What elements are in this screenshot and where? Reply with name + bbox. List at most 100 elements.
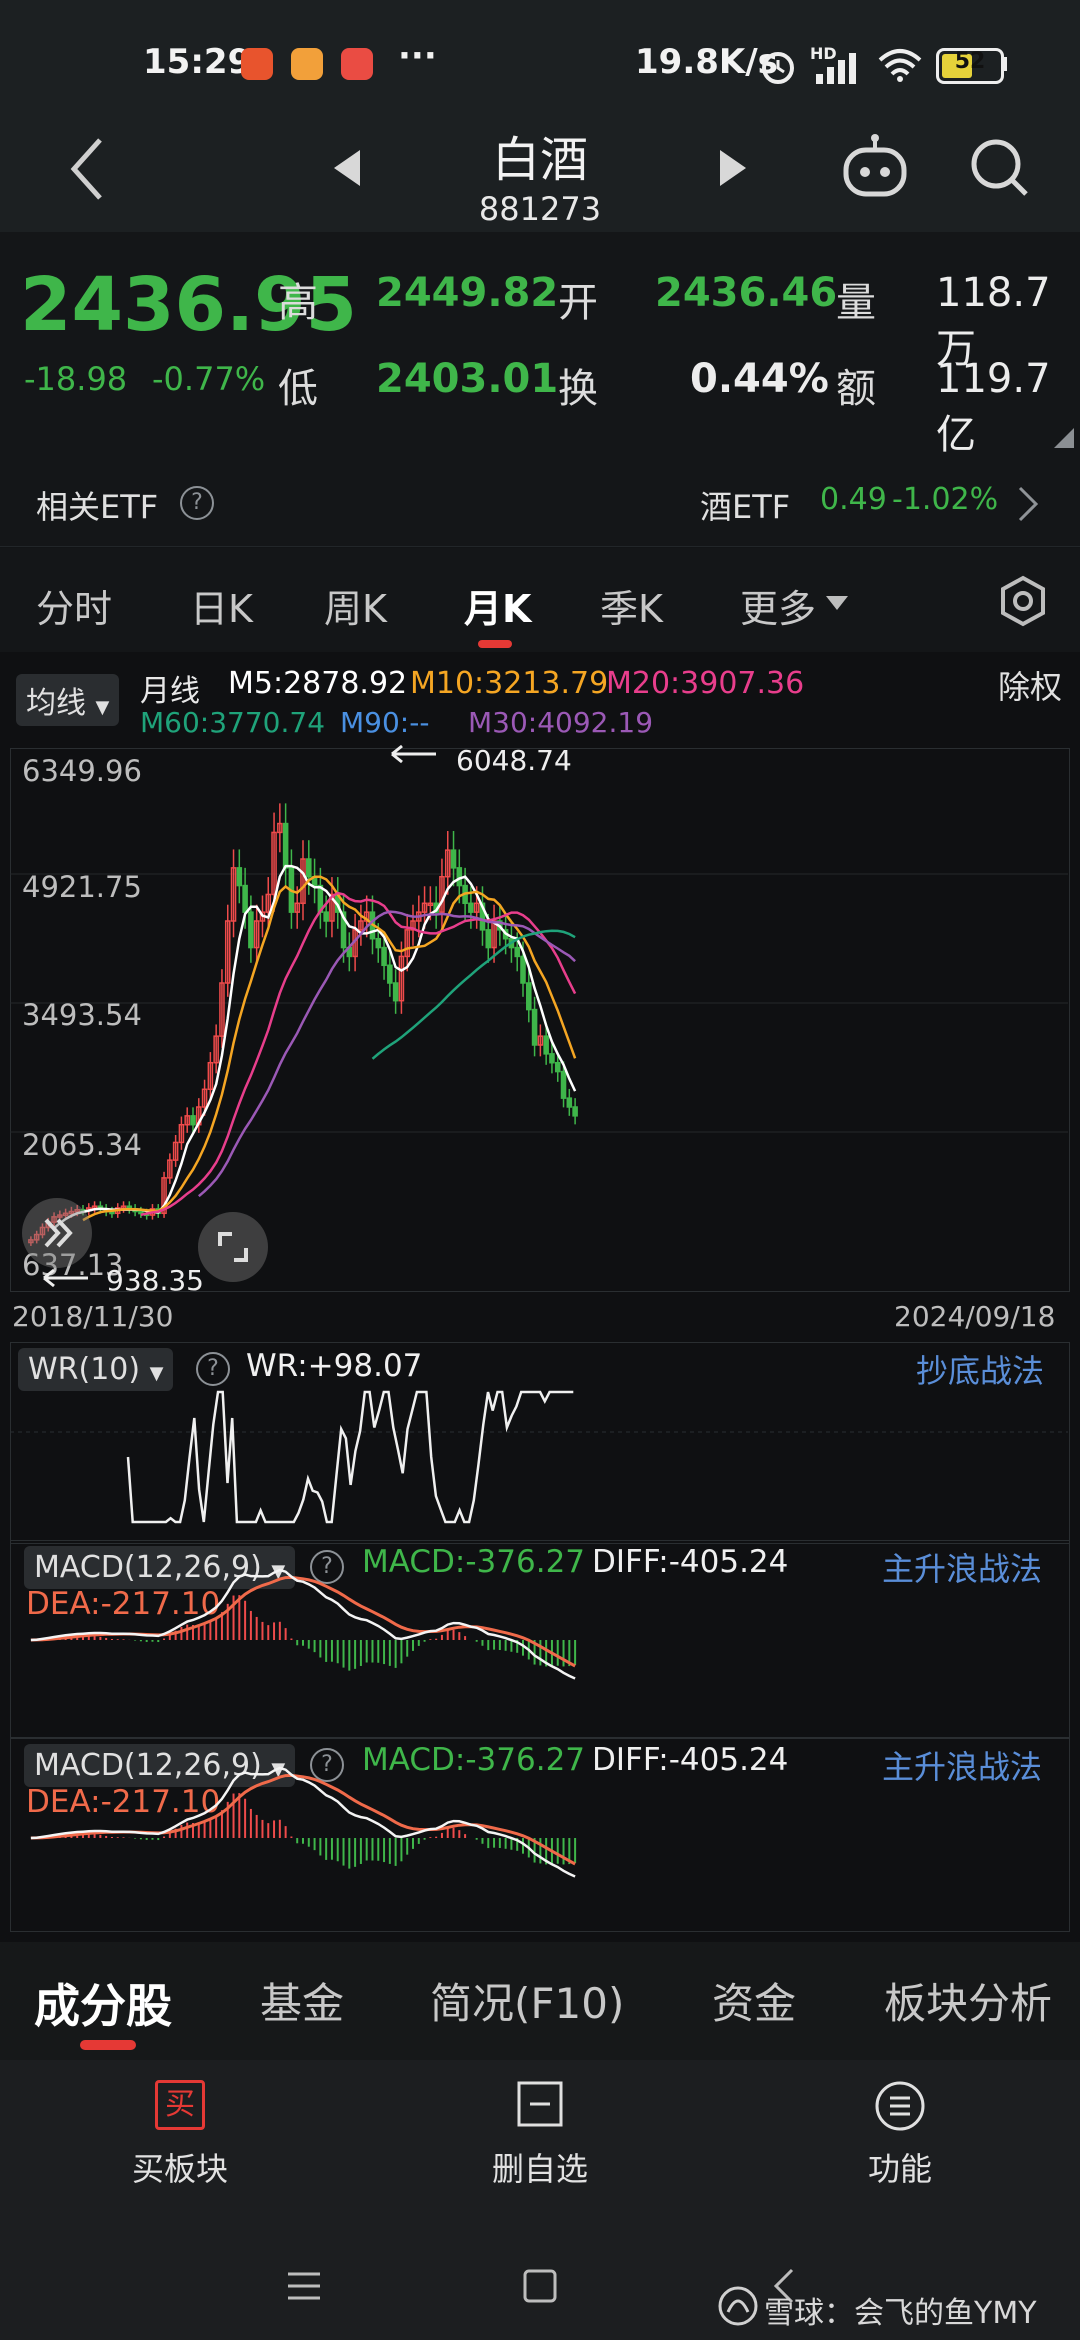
tab-constituents[interactable]: 成分股: [34, 1979, 172, 2033]
candle-body: [554, 1061, 561, 1073]
candle-body: [282, 822, 289, 869]
tab-more[interactable]: 更多: [740, 587, 817, 631]
high-marker: 6048.74: [456, 744, 572, 777]
indicator-dropdown[interactable]: 均线 ▼: [16, 674, 120, 726]
dea-value-1: DEA:-217.10: [26, 1586, 221, 1622]
wr-panel: [10, 1342, 1070, 1544]
home-icon[interactable]: [522, 2268, 558, 2304]
settings-hexagon-icon[interactable]: [996, 574, 1050, 628]
wr-chart: [10, 1390, 1068, 1524]
turnover-label: 换: [558, 366, 598, 412]
shopping-notification-icon: [341, 48, 373, 80]
candle-body: [444, 849, 451, 878]
wr-help-icon[interactable]: ?: [196, 1352, 230, 1386]
tab-weekly-k[interactable]: 周K: [324, 587, 387, 631]
candle-body: [271, 831, 277, 896]
buy-sector-label: 买板块: [131, 2150, 228, 2188]
back-nav-icon[interactable]: [768, 2266, 798, 2306]
related-etf-bar[interactable]: 相关ETF ? 酒ETF 0.49 -1.02%: [0, 460, 1080, 547]
tab-capital[interactable]: 资金: [712, 1979, 797, 2028]
macd-help-icon-2[interactable]: ?: [310, 1748, 344, 1782]
collapse-toggle-button[interactable]: [22, 1198, 92, 1268]
candle-body: [178, 1123, 185, 1144]
bottom-tab-indicator: [80, 2040, 136, 2050]
menu-icon[interactable]: [286, 2270, 322, 2302]
remove-watchlist-label: 删自选: [491, 2150, 588, 2188]
ma60-value: M60:3770.74: [140, 706, 326, 739]
remove-watchlist-button[interactable]: 删自选: [460, 2080, 620, 2190]
volume-value: 118.7万: [936, 270, 1051, 372]
candle-body: [340, 911, 347, 949]
battery-icon: 52: [936, 48, 1004, 84]
fullscreen-button[interactable]: [198, 1212, 268, 1282]
macd-dropdown-1[interactable]: MACD(12,26,9) ▼: [24, 1546, 296, 1589]
kline-chart-area: 均线 ▼ 月线 M5:2878.92 M10:3213.79 M20:3907.…: [0, 652, 1080, 1942]
status-bar: 15:29 ··· 19.8K/s HD 52: [0, 0, 1080, 120]
tab-quarterly-k[interactable]: 季K: [600, 587, 663, 631]
macd-value-1: MACD:-376.27: [362, 1544, 586, 1580]
tab-fund[interactable]: 基金: [260, 1979, 345, 2028]
candle-body: [57, 1214, 63, 1218]
back-icon[interactable]: [62, 134, 112, 204]
macd-dropdown-2[interactable]: MACD(12,26,9) ▼: [24, 1744, 296, 1787]
macd-help-icon-1[interactable]: ?: [310, 1550, 344, 1584]
expand-corner-icon[interactable]: [1054, 428, 1074, 448]
buy-icon: 买: [155, 2080, 205, 2130]
macd-strategy-link-2[interactable]: 主升浪战法: [882, 1748, 1043, 1786]
search-icon[interactable]: [968, 136, 1032, 200]
tab-monthly-k[interactable]: 月K: [464, 587, 532, 631]
candle-body: [381, 946, 387, 967]
candle-body: [33, 1233, 40, 1241]
function-label: 功能: [867, 2150, 932, 2188]
candle-body: [39, 1226, 46, 1236]
low-arrow-icon: [43, 1268, 88, 1288]
candle-body: [421, 902, 428, 913]
ma20-line: [140, 891, 577, 1217]
next-stock-icon[interactable]: [716, 146, 750, 190]
diff-value-1: DIFF:-405.24: [592, 1544, 789, 1580]
help-icon[interactable]: ?: [180, 486, 214, 520]
candle-body: [456, 867, 463, 887]
network-speed: 19.8K/s: [635, 42, 778, 82]
stock-header: 白酒 881273: [0, 120, 1080, 232]
candle-body: [300, 858, 306, 905]
candle-body: [479, 902, 486, 931]
chevron-down-icon[interactable]: [826, 596, 848, 612]
wr-strategy-link[interactable]: 抄底战法: [916, 1352, 1045, 1390]
action-bar: 买 买板块 删自选 功能: [0, 2060, 1080, 2210]
candle-body: [248, 911, 254, 949]
function-button[interactable]: 功能: [820, 2080, 980, 2190]
macd-strategy-link-1[interactable]: 主升浪战法: [882, 1550, 1043, 1588]
candle-body: [468, 902, 474, 913]
dea-value-2: DEA:-217.10: [26, 1784, 221, 1820]
tab-profile-f10[interactable]: 简况(F10): [430, 1979, 625, 2028]
candle-body: [242, 884, 248, 913]
macd-value-2: MACD:-376.27: [362, 1742, 586, 1778]
previous-stock-icon[interactable]: [330, 146, 364, 190]
wr-dropdown[interactable]: WR(10) ▼: [18, 1348, 174, 1391]
tab-sector-analysis[interactable]: 板块分析: [884, 1979, 1053, 2028]
candle-body: [450, 849, 457, 869]
function-menu-icon: [875, 2081, 925, 2131]
candle-body: [537, 1035, 544, 1046]
candle-body: [51, 1216, 57, 1223]
buy-sector-button[interactable]: 买 买板块: [100, 2080, 260, 2190]
open-value: 2436.46: [655, 270, 838, 316]
candle-body: [207, 1061, 214, 1091]
etf-name: 酒ETF: [700, 488, 791, 526]
adjust-label[interactable]: 除权: [998, 668, 1063, 706]
tab-intraday[interactable]: 分时: [36, 587, 113, 631]
more-notifications-icon: ···: [398, 36, 437, 76]
amount-value: 119.7亿: [936, 356, 1051, 458]
chevron-right-icon[interactable]: [1016, 484, 1040, 524]
robot-assistant-icon[interactable]: [838, 132, 912, 206]
kline-chart[interactable]: [10, 748, 1070, 1292]
candle-body: [138, 1210, 144, 1215]
candle-body: [392, 982, 399, 1002]
ma30-line: [197, 910, 576, 1198]
tab-daily-k[interactable]: 日K: [190, 587, 253, 631]
candle-body: [375, 937, 382, 949]
candle-body: [253, 920, 260, 949]
macd-panel-1: [10, 1540, 1070, 1738]
candle-body: [224, 920, 231, 984]
